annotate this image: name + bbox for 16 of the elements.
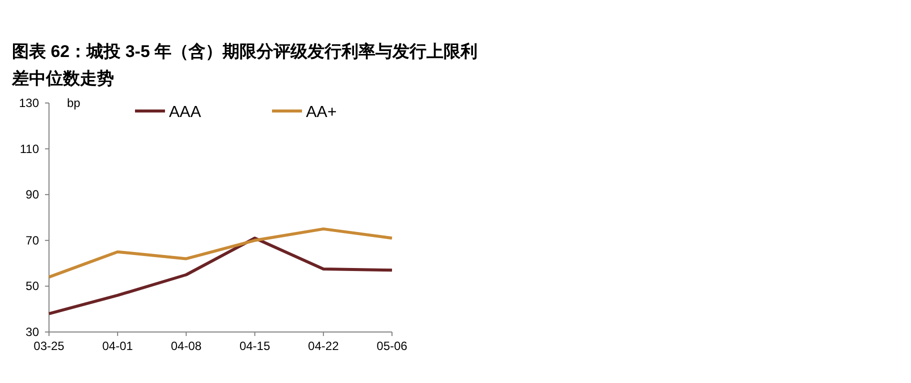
legend-label: AAA	[169, 104, 202, 121]
legend-label: AA+	[306, 104, 337, 121]
xtick: 04-22	[308, 339, 339, 353]
title: 图表 62：城投 3-5 年（含）期限分评级发行利率与发行上限利差中位数走势	[12, 41, 479, 90]
xtick: 04-08	[170, 339, 202, 353]
ytick: 90	[26, 188, 39, 202]
xtick: 04-01	[102, 339, 133, 353]
ytick: 30	[26, 325, 39, 339]
xtick: 05-06	[376, 339, 408, 353]
ytick: 70	[26, 233, 39, 248]
ytick: 50	[26, 279, 39, 294]
xtick: 03-25	[34, 339, 64, 353]
ytick: 110	[20, 142, 39, 156]
xtick: 04-15	[239, 339, 270, 353]
ylabel: bp	[67, 96, 80, 110]
ytick: 130	[18, 96, 39, 110]
